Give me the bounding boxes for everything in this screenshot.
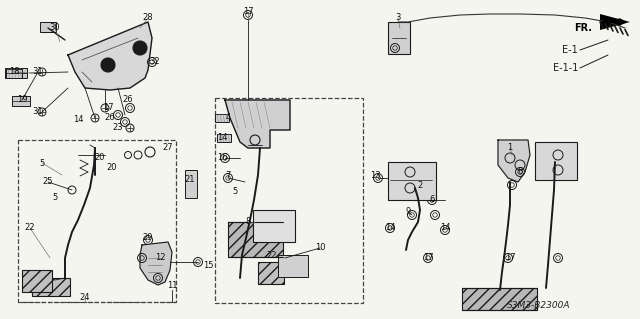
Bar [388, 162, 436, 200]
Text: 32: 32 [150, 57, 160, 66]
Text: 8: 8 [245, 218, 251, 226]
Bar [253, 210, 295, 242]
Bar [40, 22, 56, 32]
Text: 17: 17 [505, 254, 515, 263]
Text: 6: 6 [517, 167, 523, 176]
Text: 15: 15 [203, 261, 213, 270]
Polygon shape [68, 22, 152, 90]
Text: 13: 13 [370, 170, 380, 180]
Text: 6: 6 [429, 196, 435, 204]
Bar [228, 222, 283, 257]
Text: 4: 4 [225, 114, 230, 122]
Text: 7: 7 [225, 170, 230, 180]
Polygon shape [600, 14, 630, 30]
Bar [22, 270, 52, 292]
Text: E-1: E-1 [563, 45, 578, 55]
Text: 22: 22 [25, 224, 35, 233]
Polygon shape [140, 242, 172, 285]
Text: 12: 12 [155, 254, 165, 263]
Text: 26: 26 [123, 95, 133, 105]
Text: 30: 30 [50, 24, 60, 33]
Text: E-1-1: E-1-1 [552, 63, 578, 73]
Text: 26: 26 [105, 114, 115, 122]
Bar [215, 98, 363, 303]
Bar [6, 69, 22, 78]
Text: 18: 18 [9, 68, 19, 77]
Bar [18, 140, 176, 302]
Bar [32, 278, 70, 296]
Text: 31: 31 [33, 68, 44, 77]
Text: 28: 28 [143, 13, 154, 23]
Text: 14: 14 [440, 224, 451, 233]
Text: 31: 31 [33, 108, 44, 116]
Bar [185, 170, 197, 198]
Text: 14: 14 [73, 115, 83, 124]
Circle shape [133, 41, 147, 55]
Polygon shape [225, 100, 290, 148]
Text: S3M3-B2300A: S3M3-B2300A [506, 300, 570, 309]
Text: 20: 20 [107, 164, 117, 173]
Bar [217, 134, 231, 142]
Bar [12, 96, 30, 106]
Text: 17: 17 [243, 8, 253, 17]
Bar [462, 288, 537, 310]
Bar [5, 68, 27, 78]
Text: 27: 27 [163, 144, 173, 152]
Text: 23: 23 [113, 123, 124, 132]
Text: FR.: FR. [574, 23, 592, 33]
Text: 5: 5 [52, 194, 58, 203]
Text: 2: 2 [417, 181, 422, 189]
Circle shape [101, 58, 115, 72]
Text: 11: 11 [167, 280, 177, 290]
Text: 17: 17 [422, 254, 433, 263]
Bar [258, 262, 284, 284]
Text: 25: 25 [43, 177, 53, 187]
Text: 14: 14 [385, 224, 396, 233]
Text: 14: 14 [217, 133, 227, 143]
Text: 17: 17 [102, 103, 113, 113]
Text: 5: 5 [40, 159, 45, 167]
Bar [388, 22, 410, 54]
Text: 22: 22 [267, 250, 277, 259]
Polygon shape [498, 140, 530, 182]
Text: 1: 1 [508, 144, 513, 152]
Text: 24: 24 [80, 293, 90, 302]
Text: 21: 21 [185, 175, 195, 184]
Text: 29: 29 [143, 234, 153, 242]
Text: 20: 20 [95, 153, 105, 162]
Text: 19: 19 [17, 95, 28, 105]
Text: 16: 16 [217, 153, 227, 162]
Bar [278, 255, 308, 277]
Text: 3: 3 [396, 13, 401, 23]
Text: 5: 5 [232, 188, 237, 197]
Text: 10: 10 [315, 243, 325, 253]
Bar [535, 142, 577, 180]
Text: 9: 9 [405, 207, 411, 217]
Bar [215, 114, 229, 122]
